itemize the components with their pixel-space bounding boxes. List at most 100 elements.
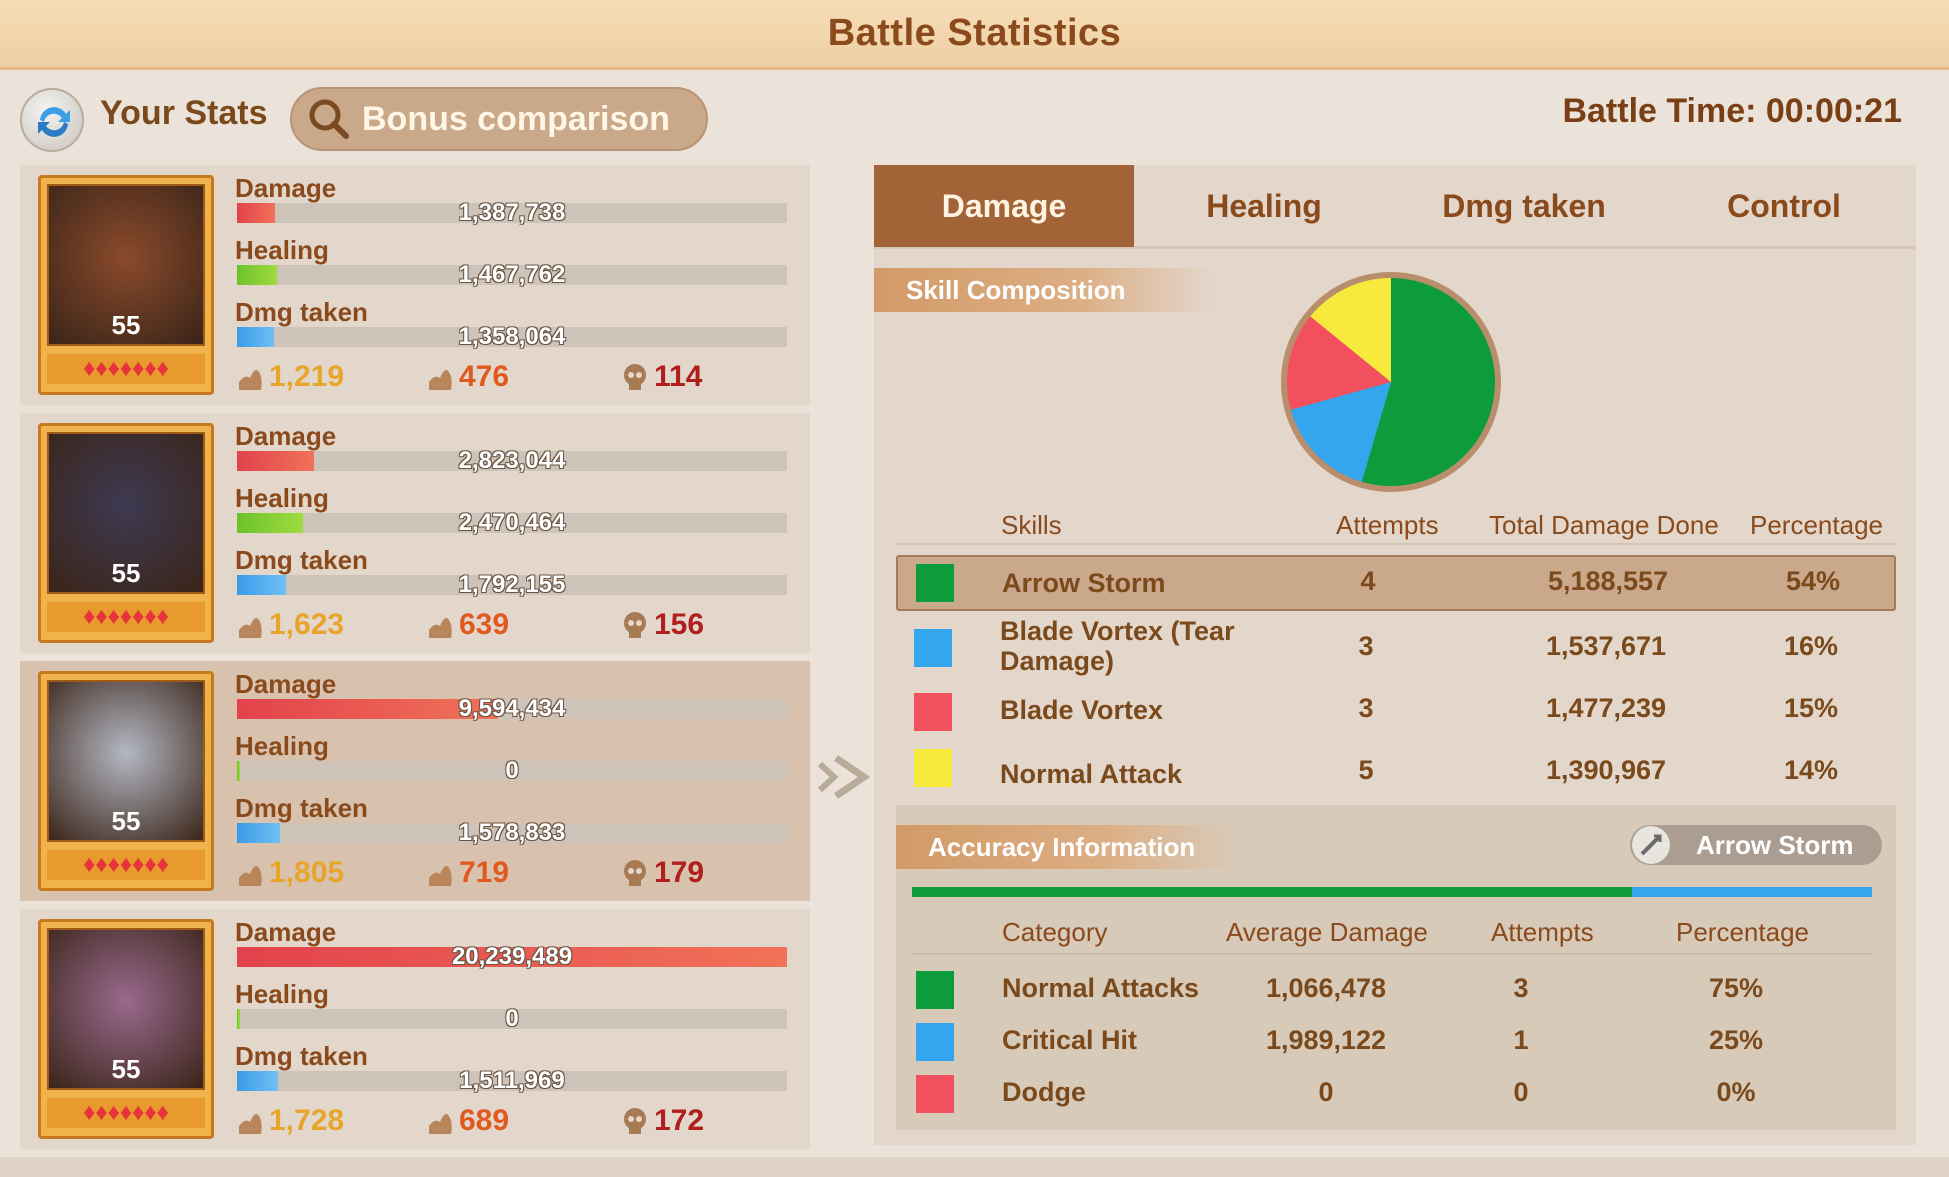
bar-fill [237,823,280,843]
hero-card[interactable]: 55 ♦♦♦♦♦♦♦ Damage 1,387,738 Healing 1,46… [20,165,810,405]
accuracy-row: Normal Attacks 1,066,478 3 75% [896,967,1896,1015]
hero-portrait: 55 ♦♦♦♦♦♦♦ [38,175,214,395]
dead-count: 156 [654,608,705,641]
casualty-counts: 1,623 639 156 [235,608,795,648]
skill-color-swatch [916,564,954,602]
skill-total-damage: 1,477,239 [1545,693,1667,723]
dmg-taken-value: 1,578,833 [458,819,566,846]
accuracy-average: 1,066,478 [1265,973,1387,1003]
accuracy-bar [912,887,1872,897]
healing-value: 2,470,464 [458,509,566,536]
healing-label: Healing [235,483,329,513]
dead-count: 179 [654,856,705,889]
skill-percentage: 15% [1783,693,1839,723]
dmg-taken-value: 1,511,969 [459,1067,565,1094]
skill-name: Blade Vortex (Tear Damage) [1000,616,1235,676]
casualty-counts: 1,728 689 172 [235,1104,795,1144]
severely-wounded-icon [239,618,262,638]
accuracy-average: 0 [1318,1077,1334,1107]
dmg-taken-label: Dmg taken [235,793,368,823]
severely-wounded-count: 1,805 [269,856,345,889]
hero-portrait: 55 ♦♦♦♦♦♦♦ [38,671,214,891]
hero-face-image [47,928,205,1090]
skill-row[interactable]: Blade Vortex 3 1,477,239 15% [896,681,1896,737]
accuracy-category: Dodge [1002,1077,1086,1107]
col-skills: Skills [1001,510,1062,540]
hero-portrait: 55 ♦♦♦♦♦♦♦ [38,919,214,1139]
bar-fill [237,327,274,347]
skill-row[interactable]: Blade Vortex (Tear Damage) 3 1,537,671 1… [896,611,1896,681]
hero-level: 55 [111,310,141,340]
tab-control[interactable]: Control [1727,187,1841,224]
battle-time: Battle Time: 00:00:21 [1562,92,1902,130]
skill-composition-heading: Skill Composition [874,268,1214,312]
damage-stat: Damage 20,239,489 [235,917,795,970]
hero-list: 55 ♦♦♦♦♦♦♦ Damage 1,387,738 Healing 1,46… [20,165,810,1157]
hero-face-image [47,184,205,346]
hero-card[interactable]: 55 ♦♦♦♦♦♦♦ Damage 2,823,044 Healing 2,47… [20,413,810,653]
skill-row[interactable]: Normal Attack 5 1,390,967 14% [896,737,1896,793]
dmg-taken-bar: 1,511,969 [237,1067,787,1094]
dmg-taken-bar: 1,578,833 [237,819,787,846]
accuracy-row: Dodge 0 0 0% [896,1071,1896,1119]
damage-label: Damage [235,421,337,451]
skill-row[interactable]: Arrow Storm 4 5,188,557 54% [896,555,1896,611]
dmg-taken-stat: Dmg taken 1,511,969 [235,1041,795,1094]
accuracy-heading: Accuracy Information [896,825,1236,869]
col-percentage: Percentage [1750,510,1883,540]
hero-level: 55 [111,1054,141,1084]
accuracy-percentage: 75% [1708,973,1764,1003]
skill-total-damage: 1,390,967 [1545,755,1667,785]
stats-panel: Damage Healing Dmg taken Control Skill C… [874,165,1916,1145]
slightly-wounded-count: 689 [459,1104,510,1137]
hero-card[interactable]: 55 ♦♦♦♦♦♦♦ Damage 9,594,434 Healing 0 Dm… [20,661,810,901]
tab-healing[interactable]: Healing [1206,187,1322,224]
slightly-wounded-count: 719 [459,856,510,889]
accuracy-skill-selector[interactable]: Arrow Storm [1630,825,1882,865]
bar-fill [237,761,241,781]
accuracy-attempts: 0 [1513,1077,1529,1107]
hero-portrait: 55 ♦♦♦♦♦♦♦ [38,423,214,643]
damage-bar: 1,387,738 [237,199,787,226]
bar-fill [237,1071,279,1091]
chevron-right-icon [817,755,871,799]
col-average-damage: Average Damage [1226,917,1428,947]
accuracy-skill-name: Arrow Storm [1696,829,1854,860]
skill-color-swatch [914,749,952,787]
damage-value: 20,239,489 [451,943,573,970]
healing-bar: 0 [237,1005,787,1032]
swap-view-button[interactable] [20,88,84,152]
damage-bar: 9,594,434 [237,695,787,722]
pie-slice-blade-vortex-tear-damage [1290,382,1391,482]
severely-wounded-icon [239,370,262,390]
top-bar: Your Stats Bonus comparison Battle Time:… [20,84,1920,154]
page-title: Battle Statistics [827,12,1122,54]
damage-value: 2,823,044 [458,447,566,474]
damage-bar: 20,239,489 [237,943,787,970]
dmg-taken-bar: 1,358,064 [237,323,787,350]
skill-total-damage: 1,537,671 [1545,631,1667,661]
bonus-comparison-button[interactable]: Bonus comparison [290,87,708,151]
tab-dmg-taken[interactable]: Dmg taken [1442,187,1606,224]
dmg-taken-value: 1,792,155 [458,571,566,598]
bar-fill [237,265,278,285]
accuracy-attempts: 3 [1513,973,1529,1003]
skill-name: Normal Attack [1000,759,1183,789]
damage-label: Damage [235,917,337,947]
damage-value: 9,594,434 [458,695,566,722]
skill-pie-chart [1281,272,1501,492]
hero-card[interactable]: 55 ♦♦♦♦♦♦♦ Damage 20,239,489 Healing 0 D… [20,909,810,1149]
severely-wounded-icon [239,1114,262,1134]
hero-face-image [47,432,205,594]
accuracy-category: Normal Attacks [1002,973,1200,1003]
healing-label: Healing [235,731,329,761]
healing-bar: 2,470,464 [237,509,787,536]
skill-attempts: 3 [1358,693,1374,723]
skull-icon [624,860,646,886]
skull-icon [624,364,646,390]
tab-damage[interactable]: Damage [874,165,1134,247]
skill-attempts: 5 [1358,755,1374,785]
healing-stat: Healing 1,467,762 [235,235,795,288]
accuracy-percentage: 25% [1708,1025,1764,1055]
accuracy-color-swatch [916,1023,954,1061]
